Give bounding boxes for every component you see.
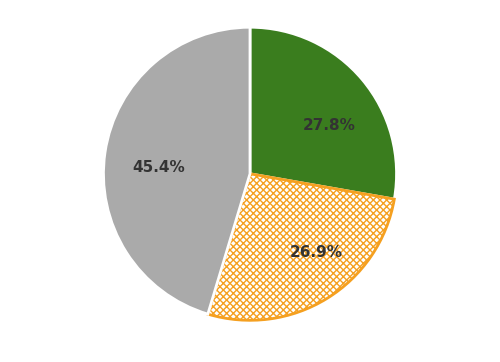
Wedge shape — [208, 174, 394, 320]
Text: 45.4%: 45.4% — [132, 160, 184, 175]
Wedge shape — [104, 27, 250, 314]
Text: 27.8%: 27.8% — [302, 118, 356, 133]
Wedge shape — [250, 27, 396, 199]
Text: 26.9%: 26.9% — [290, 245, 343, 260]
